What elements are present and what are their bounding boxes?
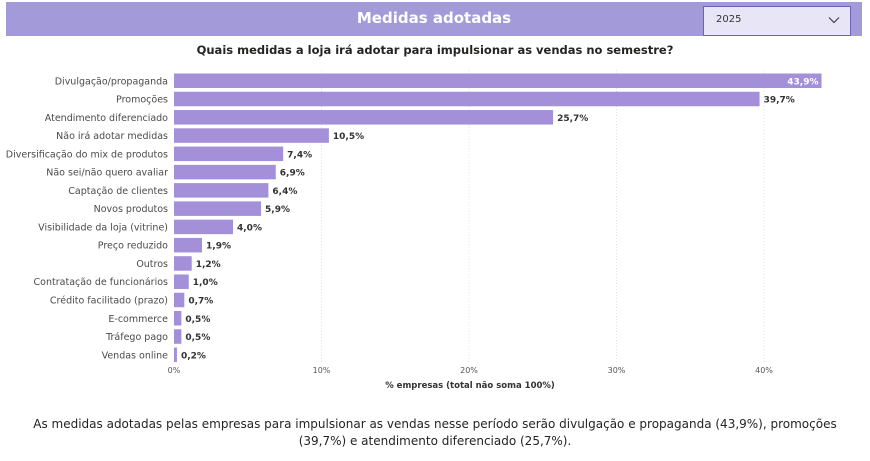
x-tick-label: 30%	[608, 366, 626, 375]
chevron-down-icon	[828, 17, 840, 24]
category-label: Vendas online	[102, 350, 169, 361]
value-label: 5,9%	[265, 205, 290, 215]
category-label: Outros	[136, 259, 168, 270]
category-label: Atendimento diferenciado	[45, 113, 168, 124]
x-tick-label: 10%	[313, 366, 331, 375]
x-axis-title: % empresas (total não soma 100%)	[385, 381, 555, 391]
value-label: 1,0%	[193, 278, 218, 288]
page-title: Medidas adotadas	[356, 9, 512, 27]
value-label: 0,5%	[185, 315, 210, 325]
bar[interactable]	[174, 73, 822, 89]
category-label: Novos produtos	[94, 204, 168, 215]
bar[interactable]	[174, 329, 182, 344]
bar[interactable]	[174, 219, 233, 235]
category-label: Preço reduzido	[98, 241, 168, 252]
x-tick-label: 0%	[168, 366, 181, 375]
bar[interactable]	[174, 311, 182, 326]
chart-title: Quais medidas a loja irá adotar para imp…	[196, 43, 674, 57]
category-label: Divulgação/propaganda	[55, 76, 168, 87]
category-label: Não sei/não quero avaliar	[46, 168, 168, 179]
bar[interactable]	[174, 347, 177, 363]
bar[interactable]	[174, 128, 329, 143]
value-label: 25,7%	[557, 114, 588, 124]
value-label: 1,9%	[206, 242, 231, 252]
category-label: Não irá adotar medidas	[56, 131, 168, 142]
bar[interactable]	[174, 183, 269, 198]
value-label: 0,5%	[185, 333, 210, 343]
bar-chart: Divulgação/propaganda 43,9% Promoções 39,7%…	[6, 70, 822, 391]
value-label: 0,2%	[181, 351, 206, 361]
category-label: Crédito facilitado (prazo)	[50, 295, 168, 306]
category-label: Visibilidade da loja (vitrine)	[38, 222, 168, 233]
bar[interactable]	[174, 292, 185, 308]
bar[interactable]	[174, 146, 284, 162]
bar[interactable]	[174, 274, 189, 289]
category-label: Promoções	[116, 95, 168, 106]
category-label: Diversificação do mix de produtos	[6, 149, 168, 160]
category-label: Contratação de funcionários	[34, 277, 168, 288]
category-label: E-commerce	[108, 314, 168, 325]
value-label: 7,4%	[287, 150, 312, 160]
value-label: 39,7%	[764, 96, 795, 106]
x-tick-label: 20%	[460, 366, 478, 375]
value-label: 0,7%	[188, 296, 213, 306]
value-label: 10,5%	[333, 132, 364, 142]
bar[interactable]	[174, 164, 276, 180]
value-label: 43,9%	[787, 77, 818, 87]
year-selected-value: 2025	[716, 14, 742, 25]
value-label: 1,2%	[196, 260, 221, 270]
value-label: 6,9%	[280, 169, 305, 179]
bar[interactable]	[174, 256, 192, 271]
x-tick-label: 40%	[755, 366, 773, 375]
bar[interactable]	[174, 201, 262, 216]
bar[interactable]	[174, 91, 760, 107]
bar[interactable]	[174, 110, 554, 125]
category-label: Captação de clientes	[68, 186, 168, 197]
year-dropdown[interactable]: 2025	[703, 6, 851, 36]
value-label: 6,4%	[272, 187, 297, 197]
summary-caption: As medidas adotadas pelas empresas para …	[33, 417, 837, 448]
value-label: 4,0%	[237, 223, 262, 233]
bar[interactable]	[174, 237, 203, 253]
category-label: Tráfego pago	[105, 332, 168, 343]
